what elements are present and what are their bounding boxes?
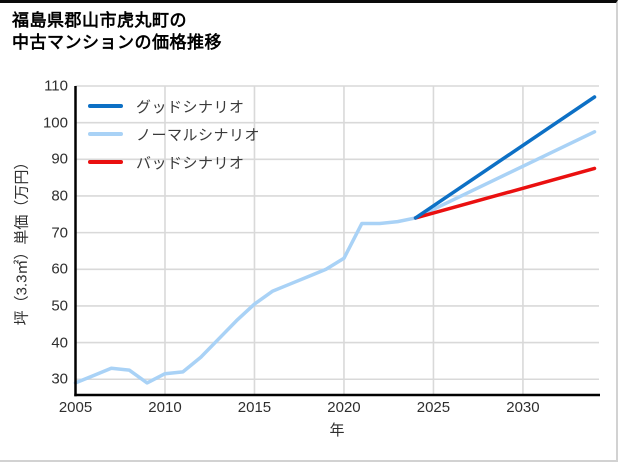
legend-item-good-scenario: グッドシナリオ — [88, 92, 260, 120]
x-tick-label: 2025 — [416, 399, 451, 416]
y-tick-label: 110 — [44, 77, 68, 95]
legend-item-normal-scenario: ノーマルシナリオ — [88, 120, 260, 148]
series-line-2 — [413, 166, 597, 220]
y-tick-label: 80 — [51, 187, 68, 205]
x-tick-label: 2030 — [506, 399, 540, 416]
x-tick-label: 2005 — [58, 399, 93, 416]
y-tick-label: 30 — [51, 370, 68, 388]
chart-title-line-2: 中古マンションの価格推移 — [12, 33, 222, 52]
legend-swatch-normal-line — [88, 132, 123, 136]
chart-title: 福島県郡山市虎丸町の 中古マンションの価格推移 — [12, 10, 222, 54]
x-axis-label: 年 — [329, 422, 345, 439]
legend-swatch-good-line — [88, 104, 123, 108]
y-axis-label: 坪（3.3㎡）単価（万円） — [13, 154, 31, 326]
y-tick-label: 50 — [51, 297, 68, 315]
x-tick-label: 2010 — [148, 399, 182, 416]
y-tick-label: 100 — [42, 114, 68, 132]
legend-label-normal-scenario: ノーマルシナリオ — [136, 126, 261, 144]
y-tick-label: 60 — [51, 260, 68, 278]
y-tick-label: 90 — [51, 150, 68, 168]
legend-label-bad-scenario: バッドシナリオ — [136, 154, 245, 172]
series-line-1 — [73, 130, 597, 385]
legend-item-bad-scenario: バッドシナリオ — [88, 148, 260, 176]
legend: グッドシナリオ ノーマルシナリオ バッドシナリオ — [88, 92, 260, 176]
series-line-0 — [413, 95, 597, 220]
x-tick-label: 2015 — [237, 399, 272, 416]
chart-title-line-1: 福島県郡山市虎丸町の — [12, 11, 187, 30]
legend-swatch-bad-line — [88, 160, 123, 164]
x-tick-label: 2020 — [327, 399, 361, 416]
y-tick-label: 70 — [51, 224, 68, 242]
y-tick-label: 40 — [51, 334, 68, 352]
legend-label-good-scenario: グッドシナリオ — [136, 98, 245, 116]
